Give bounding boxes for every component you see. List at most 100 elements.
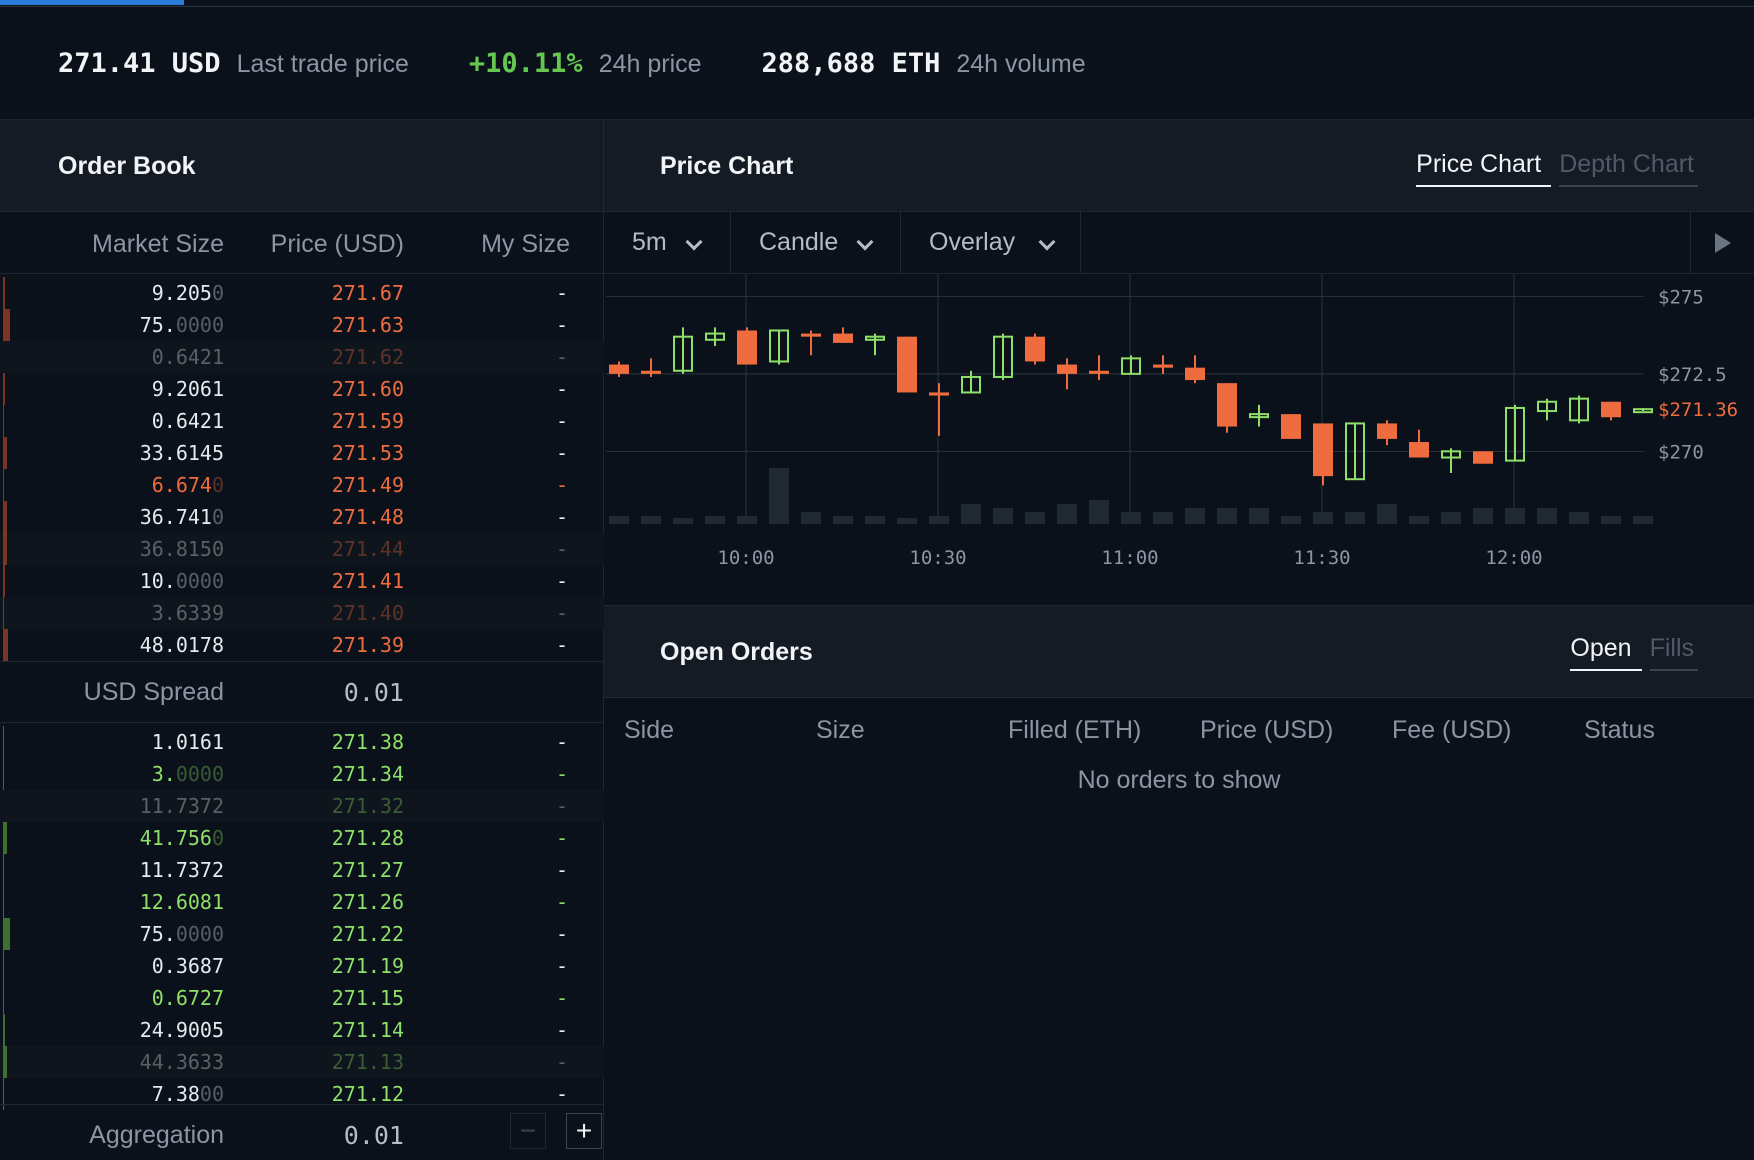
depth-bar — [3, 854, 5, 886]
candle-body — [1313, 423, 1333, 477]
price-chart-panel: Price Chart Price Chart Depth Chart 5m C… — [604, 120, 1754, 606]
volume-bar — [1281, 516, 1301, 524]
depth-bar — [3, 501, 7, 533]
volume-bar — [1441, 512, 1461, 524]
bid-row[interactable]: 0.6727 271.15 - — [0, 982, 604, 1014]
chevron-down-icon — [856, 233, 874, 251]
market-size: 75.0000 — [139, 313, 224, 337]
market-size: 0.6727 — [151, 986, 224, 1010]
market-size: 9.2061 — [151, 377, 224, 401]
market-size: 75.0000 — [139, 922, 224, 946]
y-tick-label: $275 — [1658, 286, 1704, 308]
volume-bar — [1601, 516, 1621, 524]
my-size: - — [555, 1018, 568, 1042]
price: 271.19 — [331, 954, 404, 978]
market-size: 3.6339 — [151, 601, 224, 625]
candle-body — [1409, 442, 1429, 458]
market-size: 9.2050 — [151, 281, 224, 305]
volume-bar — [1057, 504, 1077, 524]
ask-row[interactable]: 0.6421 271.62 - — [0, 341, 604, 373]
chart-type-dropdown[interactable]: Candle — [731, 212, 901, 273]
price: 271.39 — [331, 633, 404, 657]
ask-row[interactable]: 9.2050 271.67 - — [0, 277, 604, 309]
candlestick-chart[interactable]: $275 $272.5 $270 10:00 10:30 11:00 11:30 12:00 $… — [604, 274, 1754, 604]
x-tick-label: 10:00 — [717, 547, 774, 569]
candle-body — [1089, 370, 1109, 374]
ask-row[interactable]: 36.8150 271.44 - — [0, 533, 604, 565]
bid-row[interactable]: 12.6081 271.26 - — [0, 886, 604, 918]
market-size: 24.9005 — [139, 1018, 224, 1042]
price: 271.41 — [331, 569, 404, 593]
my-size: - — [555, 377, 568, 401]
play-icon — [1715, 233, 1731, 253]
chart-type-value: Candle — [759, 228, 839, 256]
chevron-down-icon — [685, 233, 703, 251]
play-button[interactable] — [1690, 212, 1754, 273]
volume-bar — [1569, 512, 1589, 524]
bid-row[interactable]: 1.0161 271.38 - — [0, 726, 604, 758]
market-size: 11.7372 — [139, 794, 224, 818]
spread-value: 0.01 — [343, 678, 404, 707]
price: 271.49 — [331, 473, 404, 497]
bid-row[interactable]: 11.7372 271.27 - — [0, 854, 604, 886]
stat-last-price: 271.41 USD Last trade price — [58, 48, 409, 79]
bid-row[interactable]: 24.9005 271.14 - — [0, 1014, 604, 1046]
column-my-size: My Size — [481, 230, 570, 258]
depth-bar — [3, 277, 6, 309]
price-chart-title: Price Chart — [660, 152, 794, 180]
my-size: - — [555, 954, 568, 978]
ask-row[interactable]: 48.0178 271.39 - — [0, 629, 604, 661]
tab-price-chart[interactable]: Price Chart — [1416, 150, 1552, 187]
my-size: - — [555, 762, 568, 786]
bid-row[interactable]: 44.3633 271.13 - — [0, 1046, 604, 1078]
price: 271.22 — [331, 922, 404, 946]
bid-row[interactable]: 0.3687 271.19 - — [0, 950, 604, 982]
ask-row[interactable]: 9.2061 271.60 - — [0, 373, 604, 405]
ask-row[interactable]: 3.6339 271.40 - — [0, 597, 604, 629]
stat-value: 288,688 ETH — [761, 48, 941, 79]
price: 271.15 — [331, 986, 404, 1010]
volume-bar — [865, 516, 885, 524]
my-size: - — [555, 890, 568, 914]
depth-bar — [3, 629, 8, 661]
price: 271.32 — [331, 794, 404, 818]
market-size: 1.0161 — [151, 730, 224, 754]
interval-value: 5m — [632, 228, 667, 256]
aggregation-increase-button[interactable]: + — [566, 1113, 602, 1149]
market-size: 36.7410 — [139, 505, 224, 529]
ask-row[interactable]: 6.6740 271.49 - — [0, 469, 604, 501]
tab-depth-chart[interactable]: Depth Chart — [1559, 150, 1698, 187]
ask-row[interactable]: 10.0000 271.41 - — [0, 565, 604, 597]
ask-row[interactable]: 0.6421 271.59 - — [0, 405, 604, 437]
aggregation-decrease-button[interactable]: − — [510, 1113, 546, 1149]
bid-row[interactable]: 3.0000 271.34 - — [0, 758, 604, 790]
candle-body — [1633, 408, 1653, 414]
spread-label: USD Spread — [83, 678, 224, 706]
candle-body — [1473, 451, 1493, 464]
depth-bar — [3, 1046, 7, 1078]
ask-row[interactable]: 75.0000 271.63 - — [0, 309, 604, 341]
price: 271.44 — [331, 537, 404, 561]
volume-bar — [1633, 516, 1653, 524]
column-fee: Fee (USD) — [1392, 716, 1512, 744]
volume-bar — [1089, 500, 1109, 524]
overlay-dropdown[interactable]: Overlay — [901, 212, 1081, 273]
bid-row[interactable]: 7.3800 271.12 - — [0, 1078, 604, 1110]
ask-row[interactable]: 36.7410 271.48 - — [0, 501, 604, 533]
column-status: Status — [1584, 716, 1655, 744]
ask-row[interactable]: 33.6145 271.53 - — [0, 437, 604, 469]
bid-row[interactable]: 75.0000 271.22 - — [0, 918, 604, 950]
price: 271.34 — [331, 762, 404, 786]
candle-body — [1153, 364, 1173, 368]
tab-fills[interactable]: Fills — [1649, 634, 1698, 671]
order-book-header: Order Book — [0, 120, 603, 212]
interval-dropdown[interactable]: 5m — [604, 212, 731, 273]
aggregation-label: Aggregation — [89, 1121, 224, 1149]
stat-24h-volume: 288,688 ETH 24h volume — [762, 48, 1086, 79]
market-size: 0.3687 — [151, 954, 224, 978]
price: 271.48 — [331, 505, 404, 529]
candle-body — [1249, 413, 1269, 419]
tab-open[interactable]: Open — [1570, 634, 1642, 671]
bid-row[interactable]: 11.7372 271.32 - — [0, 790, 604, 822]
bid-row[interactable]: 41.7560 271.28 - — [0, 822, 604, 854]
